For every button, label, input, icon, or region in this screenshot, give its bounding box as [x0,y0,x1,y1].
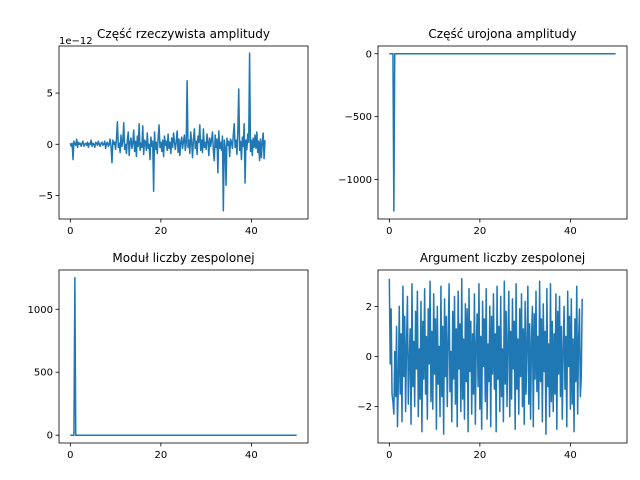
subplot-title: Argument liczby zespolonej [420,251,585,265]
y-tick-label: 500 [34,368,53,379]
x-tick-label: 0 [67,226,73,237]
subplot-4: 0 20 40 −2 0 2 Argument liczby zespolonej [357,251,628,461]
subplot-3: 0 20 40 0 500 1000 Moduł liczby zespolonej [28,251,309,461]
x-tick-label: 20 [154,450,167,461]
series-line [69,52,266,212]
subplot-2: 0 20 40 −1000 −500 0 Część urojona amplitudy [338,27,628,237]
series-line [388,278,583,435]
subplot-1: 0 20 40 −5 0 5 Część rzeczywista amplitudy 1e−1… [38,27,309,237]
x-tick-label: 40 [245,226,258,237]
axes-frame [58,45,309,220]
subplot-title: Moduł liczby zespolonej [112,251,254,265]
x-tick-label: 40 [564,226,577,237]
axes-frame [377,45,628,220]
y-tick-label: −2 [357,402,372,413]
x-tick-label: 0 [386,226,392,237]
y-tick-label: −1000 [338,175,372,186]
y-tick-label: 1000 [28,305,53,316]
y-tick-label: 0 [47,140,53,151]
y-tick-label: 0 [366,49,372,60]
x-tick-label: 0 [67,450,73,461]
y-tick-label: 5 [47,89,53,100]
y-tick-label: 0 [366,352,372,363]
axis-offset-label: 1e−12 [59,36,93,47]
y-tick-label: −500 [345,112,372,123]
subplot-title: Część urojona amplitudy [428,27,576,41]
x-tick-label: 40 [564,450,577,461]
x-tick-label: 40 [245,450,258,461]
series-line [70,277,297,436]
subplot-title: Część rzeczywista amplitudy [97,27,270,41]
x-tick-label: 0 [386,450,392,461]
x-tick-label: 20 [473,450,486,461]
y-tick-label: 0 [47,431,53,442]
x-tick-label: 20 [154,226,167,237]
axes-frame [58,269,309,444]
y-tick-label: 2 [366,302,372,313]
y-tick-label: −5 [38,191,53,202]
x-tick-label: 20 [473,226,486,237]
series-line [389,53,616,212]
